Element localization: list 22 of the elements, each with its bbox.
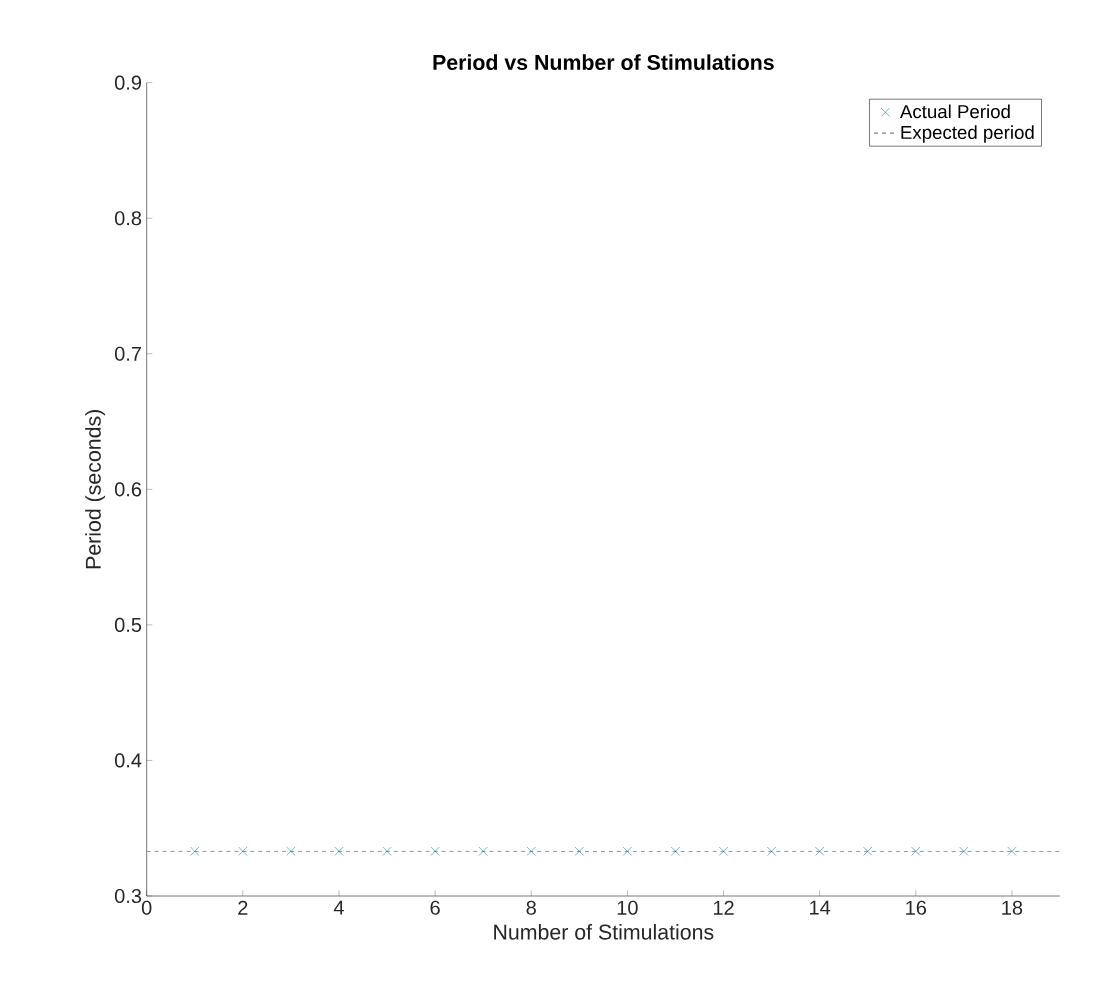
x-tick-label: 6 <box>430 900 440 915</box>
y-tick-label: 0.6 <box>114 482 142 497</box>
x-tick-label: 12 <box>713 900 734 915</box>
x-tick-label: 16 <box>906 900 927 915</box>
y-tick-label: 0.3 <box>114 888 142 904</box>
chart-title: Period vs Number of Stimulations <box>433 54 774 70</box>
y-axis-title: Period (seconds) <box>85 410 106 569</box>
x-tick-label: 2 <box>238 900 248 915</box>
x-axis-title: Number of Stimulations <box>494 923 714 940</box>
x-tick-label: 18 <box>1002 900 1023 915</box>
legend-label: Actual Period <box>899 104 1010 119</box>
y-tick-label: 0.8 <box>114 211 142 226</box>
y-tick-label: 0.5 <box>114 617 142 632</box>
x-tick-label: 4 <box>333 900 344 915</box>
y-tick-label: 0.7 <box>114 346 141 361</box>
legend-label: Expected period <box>901 125 1034 143</box>
x-tick-label: 10 <box>617 900 638 915</box>
x-tick-label: 14 <box>810 900 831 915</box>
y-tick-label: 0.9 <box>114 75 142 90</box>
y-tick-label: 0.4 <box>114 753 142 768</box>
x-tick-label: 0 <box>141 900 152 915</box>
x-tick-label: 8 <box>526 900 536 915</box>
